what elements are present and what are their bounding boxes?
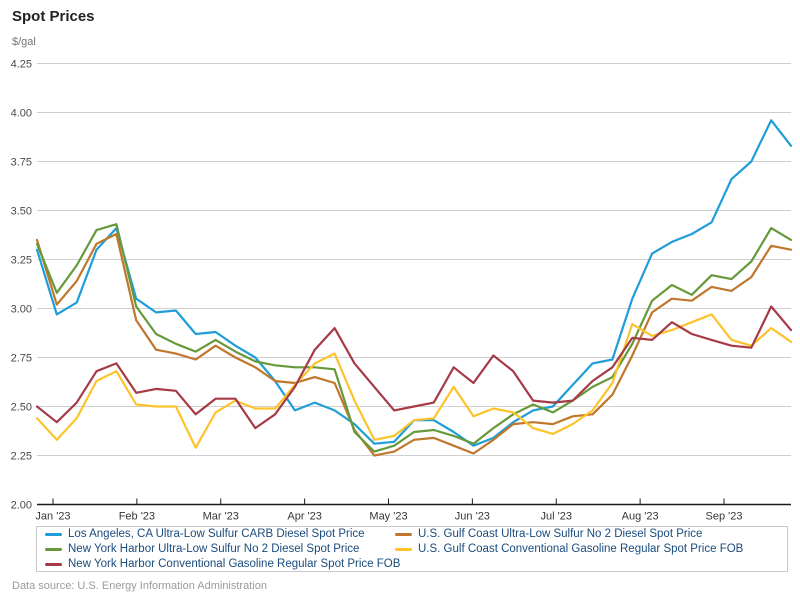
y-tick-label: 2.50 — [11, 402, 32, 414]
chart-line-series — [35, 305, 793, 430]
legend-label: New York Harbor Conventional Gasoline Re… — [68, 558, 401, 570]
legend-swatch — [45, 547, 62, 551]
x-tick-label: Jun '23 — [455, 511, 490, 523]
chart-line-series — [35, 313, 793, 449]
x-tick-label: Feb '23 — [119, 511, 155, 523]
y-tick-label: 2.75 — [11, 353, 32, 365]
legend-swatch — [395, 532, 412, 536]
legend-item-0[interactable]: Los Angeles, CA Ultra-Low Sulfur CARB Di… — [45, 527, 395, 541]
data-source-note: Data source: U.S. Energy Information Adm… — [12, 580, 267, 592]
chart-line-series — [35, 119, 793, 447]
legend-swatch — [45, 532, 62, 536]
y-tick-label: 2.25 — [11, 451, 32, 463]
line-chart-plot-area: 2.00 2.25 2.50 2.75 3.00 3.25 3.50 3.75 4.00 4.25… — [11, 59, 793, 523]
x-tick-label: May '23 — [369, 511, 407, 523]
x-tick-label: Jul '23 — [541, 511, 572, 523]
legend-label: New York Harbor Ultra-Low Sulfur No 2 Di… — [68, 543, 360, 555]
y-tick-label: 4.00 — [11, 108, 32, 120]
chart-line-series — [35, 232, 793, 457]
y-tick-label: 3.00 — [11, 304, 32, 316]
chart-line-series — [35, 223, 793, 453]
y-tick-label: 2.00 — [11, 500, 32, 512]
x-tick-label: Apr '23 — [287, 511, 322, 523]
y-tick-label: 3.50 — [11, 206, 32, 218]
legend-label: U.S. Gulf Coast Conventional Gasoline Re… — [418, 543, 744, 555]
legend-label: Los Angeles, CA Ultra-Low Sulfur CARB Di… — [68, 528, 365, 540]
legend-label: U.S. Gulf Coast Ultra-Low Sulfur No 2 Di… — [418, 528, 703, 540]
x-tick-label: Mar '23 — [203, 511, 239, 523]
legend-swatch — [45, 562, 62, 566]
y-tick-label: 4.25 — [11, 59, 32, 71]
legend-item-1[interactable]: U.S. Gulf Coast Ultra-Low Sulfur No 2 Di… — [395, 527, 787, 541]
legend-item-2[interactable]: New York Harbor Ultra-Low Sulfur No 2 Di… — [45, 542, 395, 556]
legend-item-3[interactable]: U.S. Gulf Coast Conventional Gasoline Re… — [395, 542, 787, 556]
y-tick-label: 3.25 — [11, 255, 32, 267]
chart-legend: Los Angeles, CA Ultra-Low Sulfur CARB Di… — [36, 526, 788, 572]
chart-title: Spot Prices — [12, 8, 95, 25]
legend-swatch — [395, 547, 412, 551]
x-tick-label: Jan '23 — [35, 511, 70, 523]
legend-item-4[interactable]: New York Harbor Conventional Gasoline Re… — [45, 557, 400, 571]
x-tick-label: Aug '23 — [622, 511, 659, 523]
y-tick-label: 3.75 — [11, 157, 32, 169]
y-axis-units-label: $/gal — [12, 36, 36, 48]
x-tick-label: Sep '23 — [706, 511, 743, 523]
